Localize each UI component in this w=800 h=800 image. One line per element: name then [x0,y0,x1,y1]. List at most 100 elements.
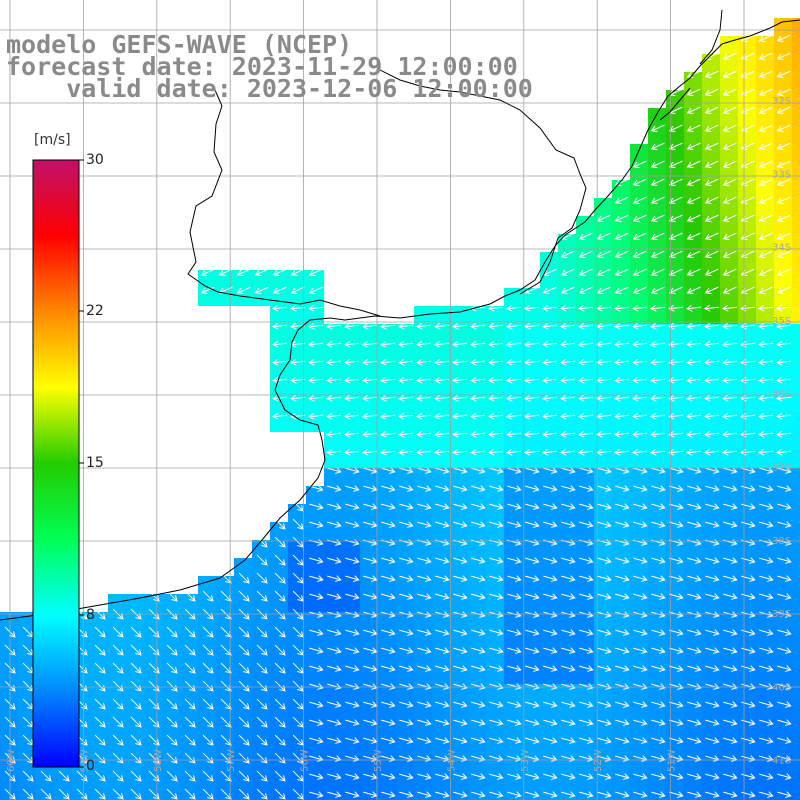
wind-arrow [578,250,593,259]
wind-arrow [309,665,324,672]
speed-cell [288,378,306,396]
wind-arrow [292,518,304,530]
speed-cell [108,648,126,666]
speed-cell [792,234,800,252]
wind-arrow [687,719,702,726]
wind-arrow [704,124,719,133]
wind-arrow [776,268,791,277]
wind-arrow [578,268,593,277]
wind-arrow [722,376,738,384]
wind-arrow [704,88,719,97]
wind-arrow [362,358,378,366]
wind-arrow [614,376,630,384]
wind-arrow [326,322,342,330]
wind-arrow [686,376,702,384]
wind-arrow [705,791,720,798]
wind-arrow [148,752,160,764]
speed-cell [792,18,800,36]
speed-cell [270,576,288,594]
wind-arrow [723,521,738,528]
wind-arrow [704,178,719,187]
wind-arrow [381,701,396,708]
speed-cell [198,702,216,720]
wind-arrow [723,701,738,708]
speed-cell [792,72,800,90]
wind-arrow [776,358,792,366]
speed-cell [540,342,558,360]
wind-arrow [525,593,540,600]
wind-arrow [651,557,666,564]
wind-arrow [130,644,142,656]
wind-arrow [776,160,791,169]
wind-arrow [184,626,196,638]
speed-cell [126,612,144,630]
speed-cell [270,792,288,800]
wind-arrow [416,340,432,348]
wind-arrow [327,503,342,510]
wind-arrow [561,647,576,654]
wind-arrow [722,322,738,330]
wind-arrow [543,521,558,528]
wind-arrow [507,629,522,636]
wind-arrow [615,665,630,672]
speed-cell [216,594,234,612]
wind-arrow [704,70,719,79]
speed-cell [396,342,414,360]
lat-label: 38S [772,536,791,547]
wind-arrow [380,448,396,456]
wind-arrow [578,430,594,438]
wind-arrow [399,737,414,744]
speed-cell [252,774,270,792]
wind-arrow [722,160,737,169]
speed-cell [414,432,432,450]
wind-arrow [488,376,504,384]
wind-arrow [650,358,666,366]
wind-arrow [632,358,648,366]
wind-arrow [777,521,792,528]
speed-cell [252,594,270,612]
wind-arrow [723,467,738,474]
speed-cell [378,396,396,414]
wind-arrow [686,412,702,420]
speed-cell [576,414,594,432]
wind-arrow [398,412,414,420]
lon-label: 56W [300,749,311,772]
wind-arrow [327,701,342,708]
speed-cell [756,396,774,414]
speed-cell [288,648,306,666]
wind-arrow [506,304,522,312]
speed-cell [306,360,324,378]
wind-arrow [238,734,250,746]
wind-arrow [327,737,342,744]
wind-arrow [776,376,792,384]
lon-label: 55W [373,749,384,772]
speed-cell [288,792,306,800]
wind-arrow [614,196,629,205]
speed-cell [162,612,180,630]
speed-cell [108,666,126,684]
wind-arrow [579,485,594,492]
wind-arrow [524,358,540,366]
speed-cell [162,702,180,720]
wind-arrow [776,214,791,223]
speed-cell [450,450,468,468]
speed-cell [306,342,324,360]
wind-arrow [759,773,774,780]
wind-arrow [759,557,774,564]
wind-arrow [669,791,684,798]
speed-cell [144,684,162,702]
speed-cell [270,396,288,414]
speed-cell [702,306,720,324]
speed-cell [594,378,612,396]
speed-cell [594,360,612,378]
wind-arrow [274,698,286,710]
wind-arrow [578,358,594,366]
wind-arrow [58,770,70,782]
wind-arrow [308,412,324,420]
speed-cell [720,432,738,450]
wind-arrow [561,737,576,744]
wind-arrow [488,430,504,438]
wind-arrow [489,647,504,654]
wind-arrow [327,629,342,636]
speed-cell [450,360,468,378]
